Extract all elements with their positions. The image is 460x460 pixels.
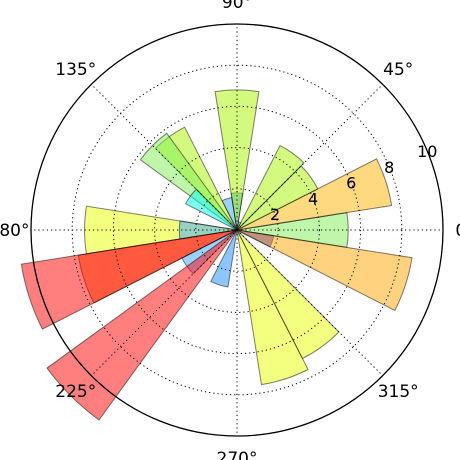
angle-tick-label: 270° <box>217 449 258 460</box>
angle-tick-label: 135° <box>55 60 96 80</box>
angular-gridline-135 <box>90 83 238 231</box>
angular-gridline-225 <box>90 229 238 377</box>
polar-bar-1 <box>236 158 393 231</box>
radial-gridline-2 <box>195 188 279 272</box>
radial-tick-label: 2 <box>270 205 280 224</box>
angular-gridline-45 <box>236 83 384 231</box>
polar-bar-21 <box>236 229 413 312</box>
polar-frame <box>30 23 444 437</box>
angle-tick-label: 180° <box>0 221 29 241</box>
angle-tick-label: 90° <box>222 0 252 13</box>
angle-tick-label: 225° <box>55 382 96 402</box>
polar-bar-7 <box>214 89 260 231</box>
radial-gridline-4 <box>154 147 320 313</box>
grid-layer <box>31 24 443 436</box>
polar-bar-19 <box>236 229 340 360</box>
polar-bar-3 <box>236 144 305 231</box>
polar-bar-16 <box>46 229 238 421</box>
radial-tick-labels: 2 4 6 8 10 <box>270 142 438 224</box>
angular-gridline-315 <box>236 229 384 377</box>
polar-bar-14 <box>20 229 238 330</box>
angle-tick-label: 45° <box>383 60 413 80</box>
bars-layer <box>20 89 413 421</box>
angle-tick-label: 315° <box>378 382 419 402</box>
polar-bar-10 <box>184 188 238 231</box>
polar-bar-17 <box>210 229 238 288</box>
angle-tick-label: 0° <box>455 221 460 241</box>
radial-tick-label: 4 <box>308 189 318 208</box>
radial-tick-label: 10 <box>417 142 437 161</box>
radial-tick-label: 6 <box>346 174 356 193</box>
radial-tick-label: 8 <box>384 158 394 177</box>
radial-gridline-6 <box>112 105 362 355</box>
polar-bar-18 <box>236 229 309 386</box>
